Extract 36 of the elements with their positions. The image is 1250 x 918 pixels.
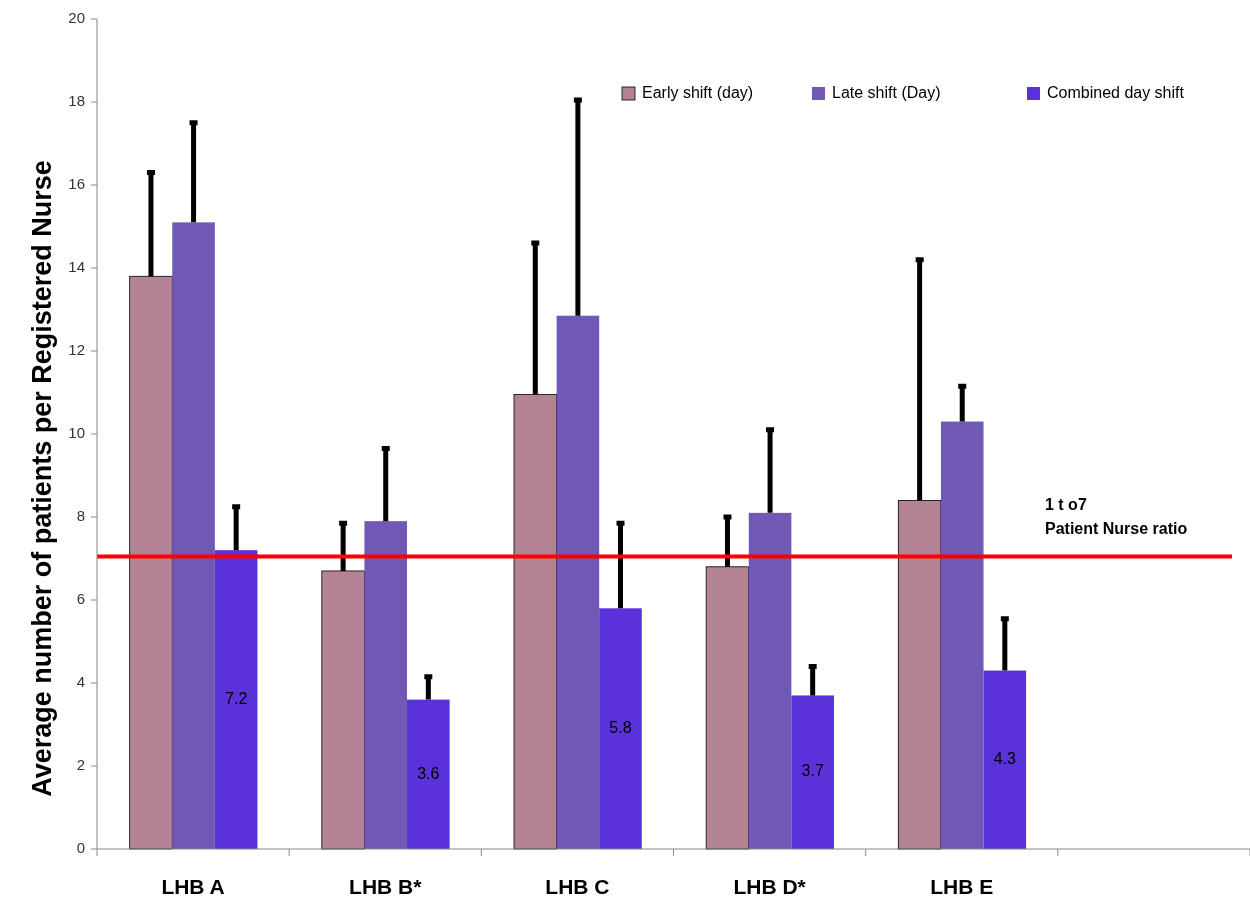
bar: [407, 699, 450, 849]
x-tick-label: LHB C: [545, 874, 610, 898]
bar: [556, 315, 600, 849]
ref-line-label: 1 t o7 Patient Nurse ratio: [1045, 496, 1188, 538]
y-tick-label: 10: [68, 423, 85, 441]
data-label: 7.2: [225, 689, 248, 707]
bar: [791, 695, 834, 849]
legend-label: Late shift (Day): [832, 84, 941, 102]
y-tick-label: 8: [76, 506, 85, 524]
y-tick-label: 16: [68, 174, 85, 192]
y-tick-label: 12: [68, 340, 85, 358]
bar: [983, 670, 1027, 849]
x-tick-label: LHB E: [930, 874, 994, 898]
data-label: 4.3: [993, 749, 1017, 768]
y-tick-label: 2: [76, 755, 85, 773]
data-label: 3.7: [801, 762, 824, 780]
x-tick-label: LHB B*: [349, 874, 423, 898]
x-tick-label: LHB D*: [733, 874, 807, 898]
data-label: 5.8: [609, 718, 632, 736]
y-tick-label: 14: [68, 257, 85, 275]
x-tick-label: LHB A: [161, 874, 225, 898]
y-tick-label: 6: [76, 589, 85, 607]
bar: [940, 421, 984, 849]
bar: [599, 608, 642, 849]
y-tick-label: 0: [76, 838, 85, 856]
data-label: 3.6: [417, 764, 440, 782]
bar: [172, 222, 215, 849]
y-axis-title: Average number of patients per Registered Nurse: [27, 160, 58, 797]
bar: [364, 521, 408, 849]
y-tick-label: 4: [76, 672, 85, 690]
legend-label: Early shift (day): [642, 84, 754, 102]
legend-label: Combined day shift: [1047, 84, 1185, 102]
bar: [214, 550, 258, 849]
bar: [748, 512, 792, 849]
y-tick-label: 20: [68, 8, 85, 26]
y-tick-label: 18: [68, 91, 85, 109]
